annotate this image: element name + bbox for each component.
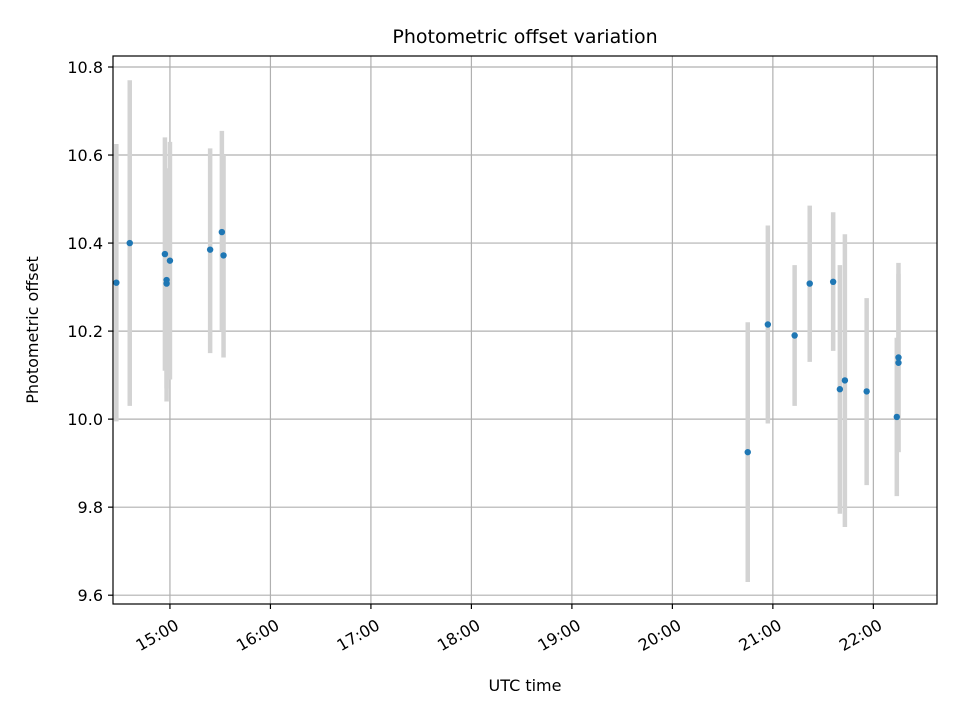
- y-tick-label: 9.8: [78, 498, 103, 517]
- data-point: [863, 388, 870, 395]
- y-tick-label: 10.8: [67, 58, 103, 77]
- y-tick-label: 10.0: [67, 410, 103, 429]
- data-point: [893, 413, 901, 421]
- data-point: [206, 246, 214, 253]
- data-point: [829, 278, 837, 286]
- data-point: [895, 359, 902, 366]
- grid-lines: [113, 56, 937, 604]
- y-axis-label: Photometric offset: [23, 256, 42, 404]
- data-point: [113, 279, 120, 286]
- y-tick-label: 10.6: [67, 146, 103, 165]
- data-point: [163, 276, 170, 284]
- data-point: [764, 321, 772, 328]
- data-point: [220, 252, 227, 259]
- plot-frame: [112, 55, 938, 605]
- data-point: [836, 386, 844, 393]
- data-point: [841, 377, 849, 384]
- data-point: [126, 239, 133, 247]
- data-point: [161, 250, 169, 258]
- y-tick-label: 10.4: [67, 234, 103, 253]
- y-tick-label: 9.6: [78, 586, 103, 605]
- data-point: [791, 332, 798, 339]
- data-point: [806, 280, 813, 287]
- data-point: [895, 354, 902, 361]
- y-axis-ticks: 9.6 9.8 10.0 10.2 10.4 10.6 10.8: [67, 58, 113, 605]
- x-axis-label: UTC time: [489, 676, 562, 695]
- data-points: [113, 228, 902, 456]
- data-point: [218, 228, 226, 236]
- data-point: [744, 448, 751, 456]
- y-tick-label: 10.2: [67, 322, 103, 341]
- chart-title: Photometric offset variation: [392, 26, 657, 48]
- data-point: [166, 257, 174, 264]
